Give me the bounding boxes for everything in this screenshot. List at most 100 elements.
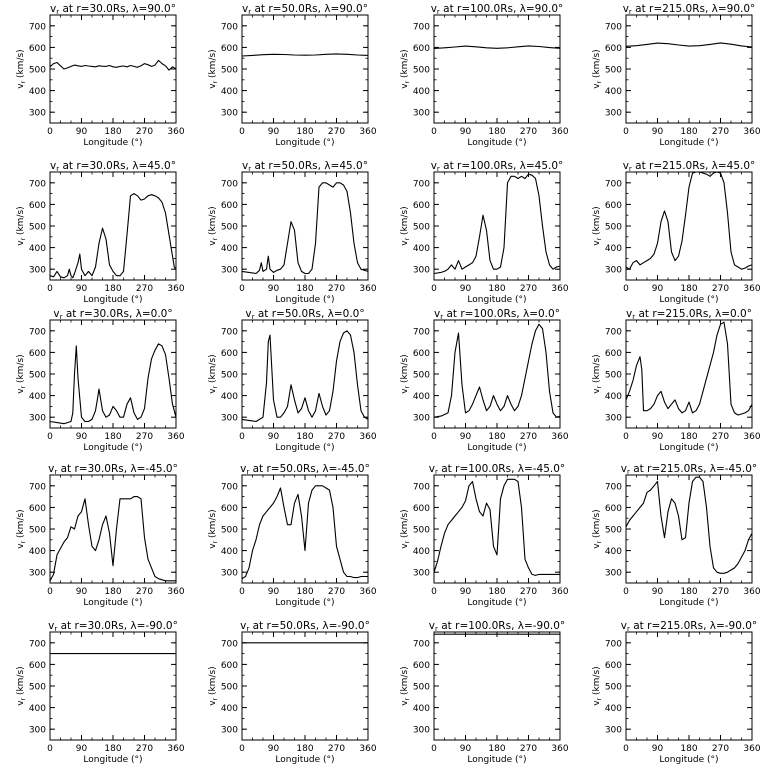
ylabel-subscript: r — [212, 697, 219, 700]
panel-title: vr at r=100.0Rs, λ=90.0° — [431, 3, 564, 16]
x-axis-label: Longitude (°) — [275, 755, 334, 765]
ylabel-units: (km/s) — [400, 354, 410, 386]
y-tick-label: 300 — [605, 109, 622, 119]
plot-frame — [625, 474, 753, 584]
y-tick-label: 600 — [413, 349, 430, 359]
x-axis-label: Longitude (°) — [659, 755, 718, 765]
x-tick-label: 180 — [104, 284, 121, 294]
y-tick-label: 600 — [221, 44, 238, 54]
y-tick-label: 300 — [605, 726, 622, 736]
title-subscript: r — [246, 468, 249, 476]
y-axis-label: vr (km/s) — [400, 354, 411, 393]
x-tick-label: 360 — [743, 432, 760, 442]
y-axis-label: vr (km/s) — [400, 49, 411, 88]
ylabel-units: (km/s) — [400, 49, 410, 81]
x-tick-label: 0 — [47, 432, 53, 442]
ylabel-symbol: v — [400, 700, 410, 706]
y-tick-label: 700 — [605, 639, 622, 649]
plot-frame — [241, 14, 369, 124]
y-tick-label: 600 — [413, 504, 430, 514]
x-tick-label: 0 — [623, 587, 629, 597]
x-tick-label: 180 — [488, 284, 505, 294]
title-subscript: r — [435, 625, 438, 633]
y-axis-label: vr (km/s) — [16, 666, 27, 705]
title-symbol: v — [434, 308, 440, 320]
y-tick-label: 700 — [221, 482, 238, 492]
x-tick-label: 0 — [623, 127, 629, 137]
y-tick-label: 400 — [605, 547, 622, 557]
y-tick-label: 500 — [221, 66, 238, 76]
title-symbol: v — [245, 308, 251, 320]
y-tick-label: 400 — [29, 244, 46, 254]
y-tick-label: 400 — [413, 704, 430, 714]
y-tick-label: 500 — [605, 683, 622, 693]
series-line — [241, 485, 368, 580]
y-tick-label: 600 — [413, 44, 430, 54]
ylabel-symbol: v — [592, 83, 602, 89]
title-symbol: v — [242, 160, 248, 172]
series-line — [49, 496, 176, 582]
panel-title: vr at r=50.0Rs, λ=-90.0° — [240, 620, 370, 633]
ylabel-units: (km/s) — [592, 509, 602, 541]
x-tick-label: 90 — [652, 127, 664, 137]
x-tick-label: 360 — [359, 127, 376, 137]
y-axis-label: vr (km/s) — [592, 206, 603, 245]
y-tick-label: 600 — [221, 349, 238, 359]
y-tick-label: 500 — [29, 223, 46, 233]
plot-frame — [241, 474, 369, 584]
x-axis-label: Longitude (°) — [83, 295, 142, 305]
series-line — [49, 343, 177, 425]
title-text: at r=30.0Rs, λ=-45.0° — [57, 463, 178, 475]
panel-title: vr at r=215.0Rs, λ=0.0° — [626, 308, 752, 321]
y-tick-label: 400 — [29, 392, 46, 402]
title-text: at r=50.0Rs, λ=45.0° — [251, 160, 368, 172]
y-axis-label: vr (km/s) — [400, 666, 411, 705]
x-tick-label: 270 — [520, 127, 537, 137]
x-tick-label: 360 — [167, 432, 184, 442]
panel-title: vr at r=30.0Rs, λ=-45.0° — [48, 463, 178, 476]
y-tick-label: 500 — [29, 66, 46, 76]
series-line — [625, 42, 753, 48]
x-tick-label: 270 — [520, 587, 537, 597]
x-tick-label: 90 — [460, 284, 472, 294]
x-tick-label: 0 — [47, 744, 53, 754]
y-tick-label: 500 — [605, 526, 622, 536]
series-line — [241, 53, 369, 57]
title-subscript: r — [437, 8, 440, 16]
series-line — [241, 182, 369, 275]
x-tick-label: 0 — [239, 587, 245, 597]
panel: vr at r=30.0Rs, λ=-90.0°3004005006007000… — [16, 620, 185, 765]
y-tick-label: 300 — [413, 414, 430, 424]
title-subscript: r — [629, 165, 632, 173]
ylabel-subscript: r — [212, 540, 219, 543]
y-tick-label: 300 — [413, 266, 430, 276]
y-axis-label: vr (km/s) — [208, 509, 219, 548]
y-tick-label: 400 — [221, 704, 238, 714]
x-tick-label: 360 — [359, 284, 376, 294]
title-text: at r=30.0Rs, λ=90.0° — [59, 3, 176, 15]
ylabel-symbol: v — [208, 83, 218, 89]
panel: vr at r=100.0Rs, λ=90.0°3004005006007000… — [400, 3, 569, 148]
x-tick-label: 90 — [268, 587, 280, 597]
panel-title: vr at r=30.0Rs, λ=45.0° — [50, 160, 176, 173]
x-tick-label: 180 — [680, 744, 697, 754]
y-tick-label: 500 — [605, 66, 622, 76]
x-tick-label: 270 — [712, 744, 729, 754]
y-tick-label: 700 — [221, 639, 238, 649]
title-symbol: v — [431, 3, 437, 15]
plot-frame — [433, 14, 561, 124]
y-tick-label: 400 — [413, 392, 430, 402]
plot-frame — [433, 171, 561, 281]
panel: vr at r=100.0Rs, λ=45.0°3004005006007000… — [400, 160, 569, 305]
series-line — [433, 323, 561, 418]
x-tick-label: 180 — [680, 127, 697, 137]
title-text: at r=215.0Rs, λ=-45.0° — [630, 463, 757, 475]
title-symbol: v — [621, 620, 627, 632]
x-tick-label: 360 — [743, 587, 760, 597]
title-subscript: r — [54, 625, 57, 633]
x-tick-label: 90 — [460, 432, 472, 442]
x-axis-label: Longitude (°) — [659, 295, 718, 305]
